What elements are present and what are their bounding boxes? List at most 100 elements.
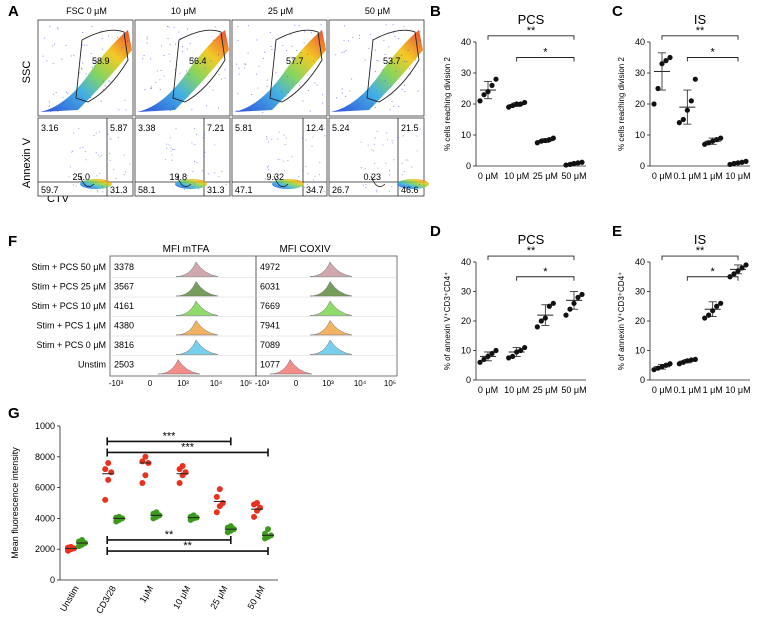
ssc-event-dot [321, 94, 323, 96]
ssc-event-dot [127, 40, 129, 42]
mtfa-data-point [182, 469, 189, 476]
annexin-event-dot [117, 186, 119, 188]
ssc-event-dot [368, 47, 370, 49]
annexin-event-dot [274, 178, 276, 180]
annexin-event-dot [177, 174, 179, 176]
x-tick-label: 10 μM [504, 385, 529, 395]
ssc-event-dot [336, 97, 338, 99]
data-point [489, 82, 495, 88]
annexin-event-dot [360, 141, 362, 143]
x-tick-label: 1 μM [703, 385, 723, 395]
data-point [542, 315, 548, 321]
data-point [571, 300, 577, 306]
ssc-event-dot [81, 97, 83, 99]
data-point [692, 356, 698, 362]
coxiv-x-tick: -10³ [255, 379, 270, 388]
annexin-event-dot [365, 183, 367, 185]
y-tick-label: 2000 [35, 544, 55, 554]
panel-f: F MFI mTFA MFI COXIV Stim + PCS 50 μM 337… [8, 233, 398, 388]
annexin-event-dot [192, 170, 194, 172]
ssc-event-dot [341, 92, 343, 94]
annexin-event-dot [101, 154, 103, 156]
ssc-event-dot [236, 63, 238, 65]
ssc-event-dot [192, 58, 194, 60]
ssc-event-dot [163, 75, 165, 77]
x-tick-label: 0 μM [652, 171, 672, 181]
significance-bracket [661, 35, 739, 40]
annexin-event-dot [214, 144, 216, 146]
y-tick-label: 40 [635, 37, 645, 47]
ssc-event-dot [146, 36, 148, 38]
ssc-event-dot [343, 51, 345, 53]
ssc-event-dot [150, 58, 152, 60]
ssc-event-dot [173, 26, 175, 28]
annexin-event-dot [301, 137, 303, 139]
data-point [663, 362, 669, 368]
ssc-event-dot [275, 72, 277, 74]
data-point [546, 137, 552, 143]
data-point [489, 350, 495, 357]
annexin-event-dot [108, 181, 110, 183]
annexin-event-dot [85, 159, 87, 161]
y-tick-label: 30 [635, 287, 645, 297]
ssc-event-dot [178, 31, 180, 33]
annexin-event-dot [110, 138, 112, 140]
ssc-event-dot [55, 92, 57, 94]
panel-f-title-mtfa: MFI mTFA [163, 244, 210, 255]
ssc-event-dot [300, 52, 302, 54]
y-tick-label: 30 [461, 68, 471, 78]
ssc-event-dot [117, 36, 119, 38]
ssc-event-dot [345, 50, 347, 52]
ssc-event-dot [52, 63, 54, 65]
ssc-event-dot [256, 39, 258, 41]
annexin-event-dot [287, 160, 289, 162]
coxiv-mfi-value: 6031 [260, 282, 280, 292]
annexin-event-dot [170, 147, 172, 149]
ssc-event-dot [169, 60, 171, 62]
histogram-row-1: Stim + PCS 25 μM 3567 6031 [32, 280, 397, 298]
ssc-event-dot [258, 65, 260, 67]
ssc-event-dot [174, 68, 176, 70]
annexin-event-dot [194, 144, 196, 146]
quadrant-lower-left: 59.7 [41, 185, 59, 195]
annexin-event-dot [204, 134, 206, 136]
division-gate [79, 175, 95, 188]
ssc-gate [366, 29, 420, 103]
quadrant-lower-left: 26.7 [332, 185, 350, 195]
ssc-event-dot [393, 32, 395, 34]
annexin-event-dot [266, 138, 268, 140]
panel-a-ylabel-annexin: Annexin V [21, 137, 33, 188]
mtfa-data-point [251, 513, 257, 520]
flow-column-header: 25 μM [268, 6, 293, 16]
ssc-event-dot [167, 38, 169, 40]
ssc-event-dot [406, 61, 408, 63]
annexin-event-dot [399, 188, 401, 190]
ssc-event-dot [274, 85, 276, 87]
ssc-event-dot [166, 103, 168, 105]
annexin-event-dot [266, 135, 268, 137]
mtfa-x-tick: 0 [148, 379, 153, 388]
panel-label-f: F [8, 233, 17, 250]
annexin-event-dot [123, 174, 125, 176]
significance-label: * [543, 47, 548, 59]
ssc-event-dot [398, 38, 400, 40]
x-tick-label: 50 μM [561, 171, 586, 181]
chart-ylabel: % of annexin V⁺CD3⁺CD4⁺ [617, 272, 626, 371]
mtfa-data-point [142, 453, 149, 460]
ssc-event-dot [57, 27, 59, 29]
ssc-event-dot [374, 49, 376, 51]
ssc-event-dot [65, 108, 67, 110]
ssc-event-dot [238, 67, 240, 69]
data-point [731, 160, 737, 167]
ssc-event-dot [169, 110, 171, 112]
significance-bracket [516, 57, 575, 62]
ssc-event-dot [394, 35, 396, 37]
histogram-x-ticks: -10³ -10³ 0 0 10³ 10³ 10⁴ 10⁴ 10⁵ 10⁵ [109, 379, 396, 388]
annexin-event-dot [89, 187, 91, 189]
ssc-event-dot [392, 24, 394, 26]
ssc-event-dot [308, 90, 310, 92]
data-point [651, 101, 657, 107]
ssc-event-dot [257, 107, 259, 109]
ssc-event-dot [210, 60, 212, 62]
ssc-event-dot [393, 105, 395, 107]
